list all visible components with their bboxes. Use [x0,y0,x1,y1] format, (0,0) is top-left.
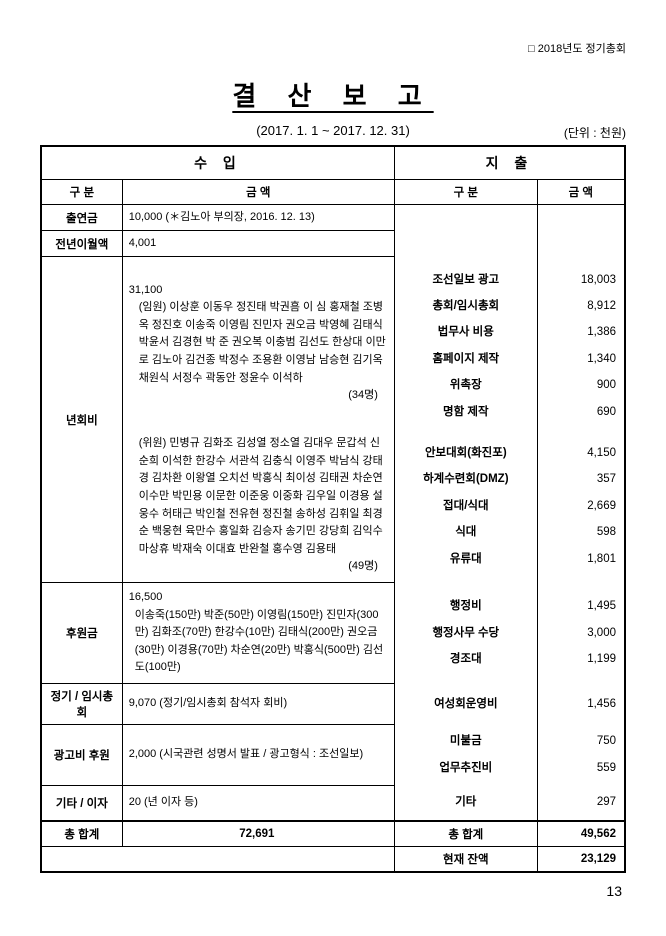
annual-fee-officers: 31,100(임원) 이상훈 이동우 정진태 박권흠 이 심 홍재철 조병옥 정… [122,257,394,430]
income-total-value: 72,691 [122,821,394,847]
income-amount-header: 금 액 [122,180,394,205]
meeting-value: 9,070 (정기/임시총회 참석자 회비) [122,683,394,724]
ad-support-value: 2,000 (시국관련 성명서 발표 / 광고형식 : 조선일보) [122,724,394,785]
ad-support-label: 광고비 후원 [41,724,122,785]
expense-category-header: 구 분 [394,180,537,205]
page-number: 13 [40,883,626,899]
header-note: □ 2018년도 정기총회 [40,40,626,56]
other-label: 기타 / 이자 [41,785,122,820]
balance-label: 현재 잔액 [394,846,537,872]
income-total-label: 총 합계 [41,821,122,847]
settlement-table: 수 입 지 출 구 분 금 액 구 분 금 액 출연금 10,000 (＊김노아… [40,145,626,873]
other-value: 20 (년 이자 등) [122,785,394,820]
expense-item-0-label: 조선일보 광고총회/임시총회법무사 비용홈페이지 제작위촉장명함 제작 [394,257,537,430]
contribution-label: 출연금 [41,205,122,231]
annual-fee-members: (위원) 민병규 김화조 김성열 정소열 김대우 문갑석 신순희 이석한 한강수… [122,429,394,582]
expense-header: 지 출 [394,146,625,180]
carryover-label: 전년이월액 [41,231,122,257]
balance-value: 23,129 [537,846,625,872]
income-category-header: 구 분 [41,180,122,205]
expense-total-value: 49,562 [537,821,625,847]
carryover-value: 4,001 [122,231,394,257]
expense-item-0-value: 18,0038,9121,3861,340900690 [537,257,625,430]
page-container: □ 2018년도 정기총회 결 산 보 고 (2017. 1. 1 ~ 2017… [0,0,666,919]
meeting-label: 정기 / 임시총회 [41,683,122,724]
sponsorship-label: 후원금 [41,582,122,683]
sponsorship-detail: 16,500이송죽(150만) 박준(50만) 이영림(150만) 진민자(30… [122,582,394,683]
page-title: 결 산 보 고 [40,76,626,113]
annual-fee-label: 년회비 [41,257,122,583]
expense-total-label: 총 합계 [394,821,537,847]
income-header: 수 입 [41,146,394,180]
expense-amount-header: 금 액 [537,180,625,205]
contribution-value: 10,000 (＊김노아 부의장, 2016. 12. 13) [122,205,394,231]
